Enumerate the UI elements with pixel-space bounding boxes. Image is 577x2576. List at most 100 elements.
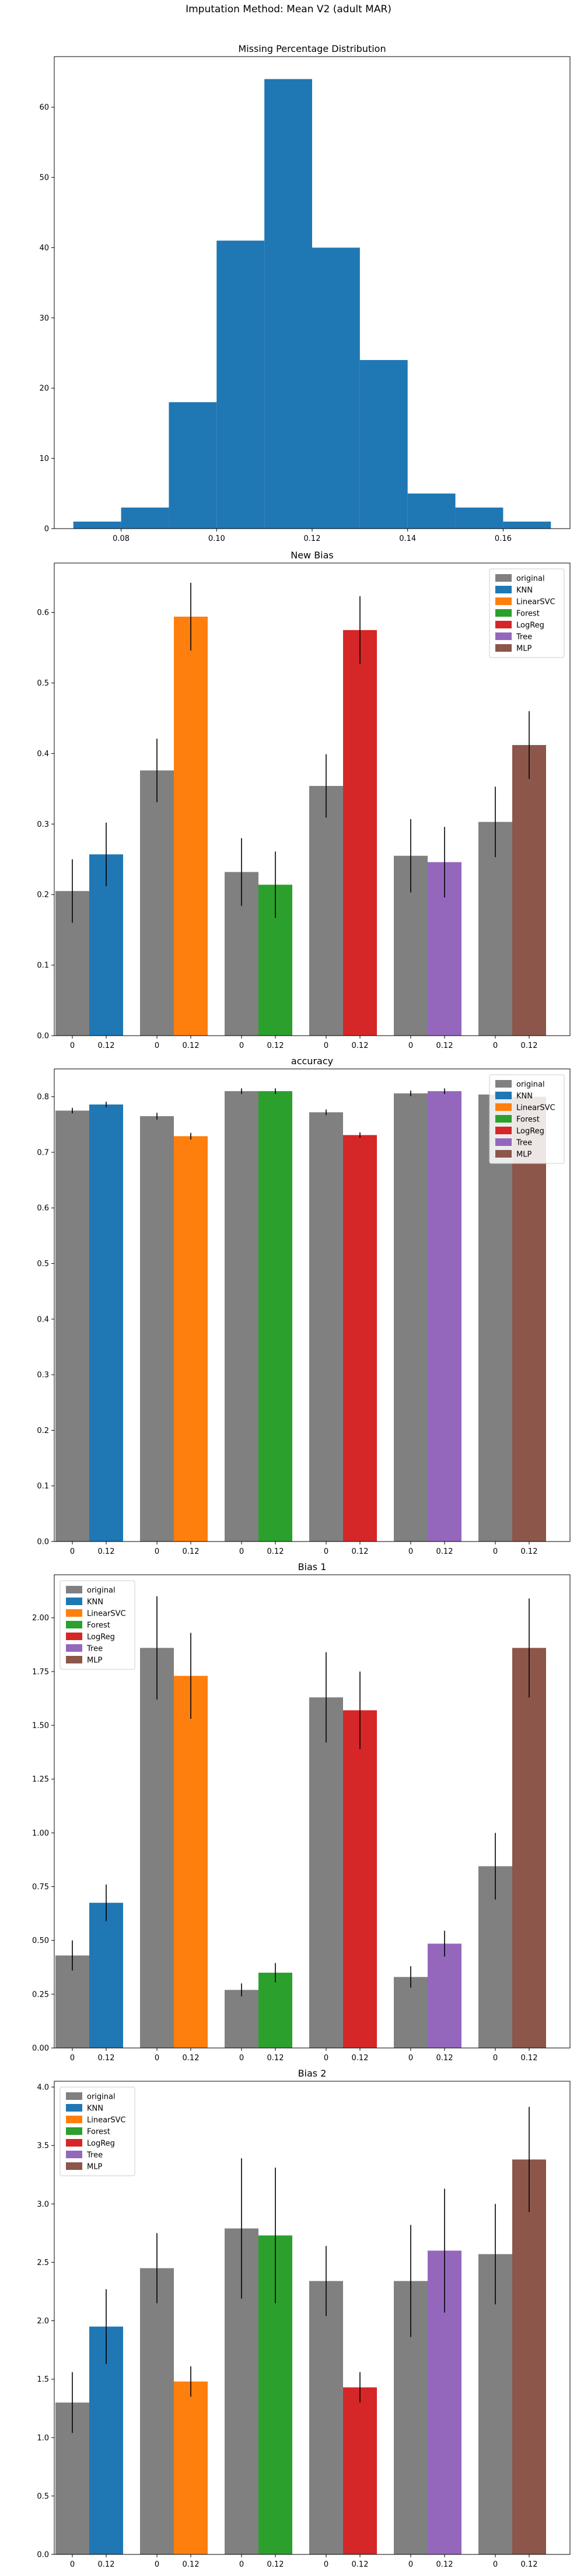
legend-swatch [66,2151,82,2158]
x-tick-label: 0.12 [267,2054,284,2063]
y-tick-label: 0.1 [37,1482,49,1491]
legend-swatch [495,621,512,628]
x-tick-label: 0.12 [436,1041,453,1050]
bar-mlp [512,745,546,1036]
x-tick-label: 0 [155,2560,159,2569]
x-tick-label: 0.12 [267,1547,284,1556]
y-tick-label: 60 [39,103,49,112]
bar-linearsvc [174,2381,208,2554]
bar-original [309,1112,343,1542]
y-tick-label: 0.00 [32,2044,49,2053]
histogram-bar [312,247,360,529]
y-tick-label: 1.50 [32,1722,49,1731]
chart-panel-5: Bias 20.00.51.01.52.02.53.03.54.00 0.12 0 0… [37,2068,571,2569]
bar-original [140,1116,174,1542]
y-tick-label: 2.00 [32,1614,49,1623]
x-tick-label: 0 [70,1041,75,1050]
legend-swatch [495,609,512,617]
x-tick-label: 0.12 [352,2054,369,2063]
y-tick-label: 0.0 [37,2551,49,2560]
bar-group-forest: 0 0.12 [225,1963,292,2063]
legend-label: original [87,2093,116,2102]
legend-label: KNN [516,586,533,595]
x-tick-label: 0.12 [183,1547,200,1556]
legend-swatch [495,586,512,593]
histogram-bar [216,240,265,529]
y-tick-label: 2.0 [37,2317,49,2326]
x-tick-label: 0 [408,1547,413,1556]
x-tick-label: 0.12 [183,1041,200,1050]
legend-swatch [495,1080,512,1088]
axes-frame [54,1574,571,2049]
histogram-bar [73,521,121,529]
x-tick-label: 0 [493,1547,498,1556]
x-tick-label: 0.12 [183,2560,200,2569]
legend-label: Tree [516,1139,532,1148]
y-tick-label: 50 [39,174,49,183]
y-tick-label: 2.5 [37,2259,49,2267]
bar-knn [89,2326,123,2554]
histogram-bar [359,360,408,529]
legend-label: Forest [87,2128,110,2137]
bar-group-linearsvc: 0 0.12 [140,1596,208,2063]
y-tick-label: 1.75 [32,1668,49,1676]
bar-logreg [343,2387,377,2554]
bar-knn [89,1104,123,1542]
bar-original [309,1697,343,2048]
legend-label: LogReg [87,2140,115,2148]
legend-label: Tree [516,633,532,642]
x-tick-label: 0 [324,1041,328,1050]
y-tick-label: 40 [39,244,49,253]
y-tick-label: 0.6 [37,609,49,617]
legend-swatch [495,1138,512,1146]
bar-group-mlp: 0 0.12 [478,711,546,1050]
x-tick-label: 0.12 [436,1547,453,1556]
legend-swatch [66,1633,82,1640]
x-tick-label: 0.12 [98,1547,115,1556]
x-tick-label: 0.12 [436,2054,453,2063]
bar-group-tree: 0 0.12 [394,819,461,1050]
x-tick-label: 0.12 [521,2054,538,2063]
legend-label: LogReg [87,1633,115,1642]
bar-logreg [343,1135,377,1542]
y-tick-label: 0.5 [37,1260,49,1268]
y-tick-label: 0.75 [32,1883,49,1892]
x-tick-label: 0.10 [208,534,225,543]
x-tick-label: 0 [239,1547,244,1556]
bar-original [394,1093,428,1542]
bar-group-logreg: 0 0.12 [309,1652,377,2063]
legend-swatch [66,1609,82,1617]
bar-group-linearsvc: 0 0.12 [140,2233,208,2569]
bar-original [225,1990,258,2048]
x-tick-label: 0.12 [352,1547,369,1556]
bar-mlp [512,1096,546,1542]
y-tick-label: 1.00 [32,1829,49,1838]
y-tick-label: 0.4 [37,1315,49,1324]
y-tick-label: 0.3 [37,820,49,829]
legend: original KNN LinearSVC Forest LogReg Tree MLP [60,1580,135,1670]
bar-group-knn: 0 0.12 [55,822,123,1050]
y-tick-label: 10 [39,455,49,463]
bar-original [140,770,174,1036]
bar-group-logreg: 0 0.12 [309,596,377,1050]
x-tick-label: 0.14 [399,534,416,543]
legend-swatch [66,1621,82,1628]
legend-label: MLP [87,2163,102,2172]
x-tick-label: 0 [408,2560,413,2569]
legend-swatch [66,2127,82,2135]
y-tick-label: 0.6 [37,1204,49,1213]
bar-group-linearsvc: 0 0.12 [140,1113,208,1556]
y-tick-label: 0.5 [37,2492,49,2501]
x-tick-label: 0.12 [352,1041,369,1050]
x-tick-label: 0.12 [98,2054,115,2063]
legend-swatch [495,1092,512,1099]
legend-label: MLP [516,645,531,653]
x-tick-label: 0 [239,1041,244,1050]
legend-swatch [495,1103,512,1111]
y-tick-label: 0.2 [37,1427,49,1435]
x-tick-label: 0 [493,2054,498,2063]
y-tick-label: 0.7 [37,1148,49,1157]
legend-swatch [66,1586,82,1593]
